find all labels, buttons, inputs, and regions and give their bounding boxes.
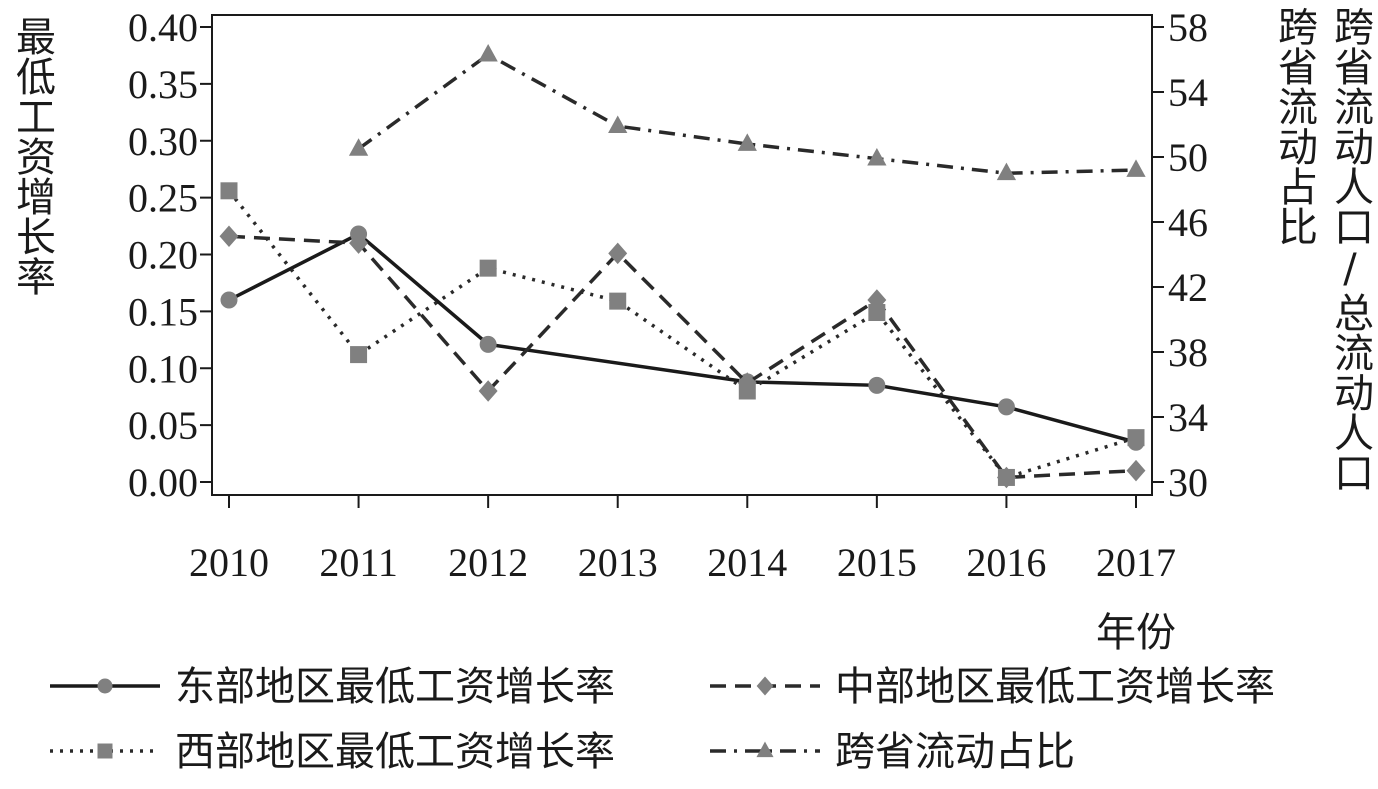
right-tick-label: 50 bbox=[1168, 135, 1208, 180]
series-4-point bbox=[1126, 159, 1146, 177]
left-tick-label: 0.10 bbox=[128, 346, 198, 391]
series-4-point bbox=[348, 138, 369, 156]
right-tick-label: 46 bbox=[1168, 200, 1208, 245]
left-tick-label: 0.40 bbox=[128, 5, 198, 50]
right-tick-label: 42 bbox=[1168, 265, 1208, 310]
series-3-point bbox=[609, 292, 627, 310]
series-1-point bbox=[479, 335, 497, 353]
y2-axis-label-inner: 跨省流动占比 bbox=[1271, 6, 1317, 246]
y2-axis-label: 跨省流动人口/总流动人口 bbox=[1327, 6, 1373, 492]
left-tick-label: 0.25 bbox=[128, 176, 198, 221]
series-4 bbox=[348, 43, 1146, 181]
right-tick-label: 30 bbox=[1168, 460, 1208, 505]
legend-marker bbox=[756, 676, 774, 696]
series-4-point bbox=[737, 133, 757, 151]
series-1-point bbox=[868, 376, 886, 394]
right-tick-label: 38 bbox=[1168, 330, 1208, 375]
series-2-point bbox=[1126, 459, 1146, 482]
legend-label: 西部地区最低工资增长率 bbox=[175, 729, 615, 775]
series-3-point bbox=[868, 304, 886, 322]
series-1 bbox=[220, 225, 1145, 451]
legend-marker bbox=[97, 743, 113, 759]
legend-label: 跨省流动占比 bbox=[835, 729, 1075, 775]
series-3-point bbox=[1127, 429, 1145, 447]
series-4-point bbox=[478, 43, 498, 62]
plot-frame bbox=[211, 14, 1153, 496]
y-axis-label: 最低工资增长率 bbox=[9, 16, 55, 296]
x-tick-label: 2010 bbox=[189, 540, 269, 585]
series-3-point bbox=[479, 259, 497, 277]
series-3-point bbox=[997, 468, 1015, 486]
x-tick-label: 2011 bbox=[319, 540, 398, 585]
x-tick-label: 2012 bbox=[448, 540, 528, 585]
x-tick-label: 2015 bbox=[837, 540, 917, 585]
series-3-point bbox=[220, 182, 238, 200]
x-tick-label: 2013 bbox=[578, 540, 658, 585]
legend-item-1: 东部地区最低工资增长率 bbox=[50, 664, 615, 710]
x-tick-label: 2017 bbox=[1096, 540, 1176, 585]
legend-item-3: 西部地区最低工资增长率 bbox=[50, 729, 615, 775]
series-3-line bbox=[227, 189, 1137, 480]
left-tick-label: 0.00 bbox=[128, 460, 198, 505]
right-tick-label: 58 bbox=[1168, 5, 1208, 50]
left-tick-label: 0.30 bbox=[128, 119, 198, 164]
series-4-point bbox=[608, 115, 628, 134]
left-axis: 0.00 0.05 0.10 0.15 0.20 0.25 0.30 0.35 0.40 bbox=[128, 5, 212, 505]
series-4-point bbox=[996, 162, 1017, 181]
left-tick-label: 0.35 bbox=[128, 62, 198, 107]
series-1-point bbox=[220, 291, 238, 309]
series-1-point bbox=[997, 398, 1015, 416]
series-3 bbox=[220, 182, 1145, 486]
left-tick-label: 0.20 bbox=[128, 233, 198, 278]
x-tick-label: 2016 bbox=[966, 540, 1046, 585]
legend-marker bbox=[97, 678, 113, 694]
left-tick-label: 0.05 bbox=[128, 403, 198, 448]
x-axis: 2010 2011 2012 2013 2014 2015 2016 2017 bbox=[189, 495, 1176, 585]
right-tick-label: 54 bbox=[1168, 70, 1208, 115]
series-2-point bbox=[349, 232, 369, 254]
x-tick-label: 2014 bbox=[707, 540, 787, 585]
legend-label: 东部地区最低工资增长率 bbox=[175, 664, 615, 710]
legend-label: 中部地区最低工资增长率 bbox=[835, 664, 1275, 710]
legend-item-2: 中部地区最低工资增长率 bbox=[710, 664, 1275, 710]
series-4-point bbox=[867, 147, 887, 166]
right-axis: 30 34 38 42 46 50 54 58 bbox=[1152, 5, 1208, 505]
series-3-point bbox=[350, 346, 368, 364]
series-4-line bbox=[357, 52, 1137, 175]
series-3-point bbox=[738, 382, 756, 400]
left-tick-label: 0.15 bbox=[128, 289, 198, 334]
legend-item-4: 跨省流动占比 bbox=[710, 729, 1075, 775]
legend-marker bbox=[756, 741, 774, 758]
series-2-point bbox=[478, 380, 498, 402]
right-tick-label: 34 bbox=[1168, 395, 1208, 440]
series-layer bbox=[219, 43, 1146, 489]
series-2-point bbox=[608, 242, 628, 265]
series-2-point bbox=[219, 225, 239, 248]
x-axis-label: 年份 bbox=[1096, 610, 1176, 656]
